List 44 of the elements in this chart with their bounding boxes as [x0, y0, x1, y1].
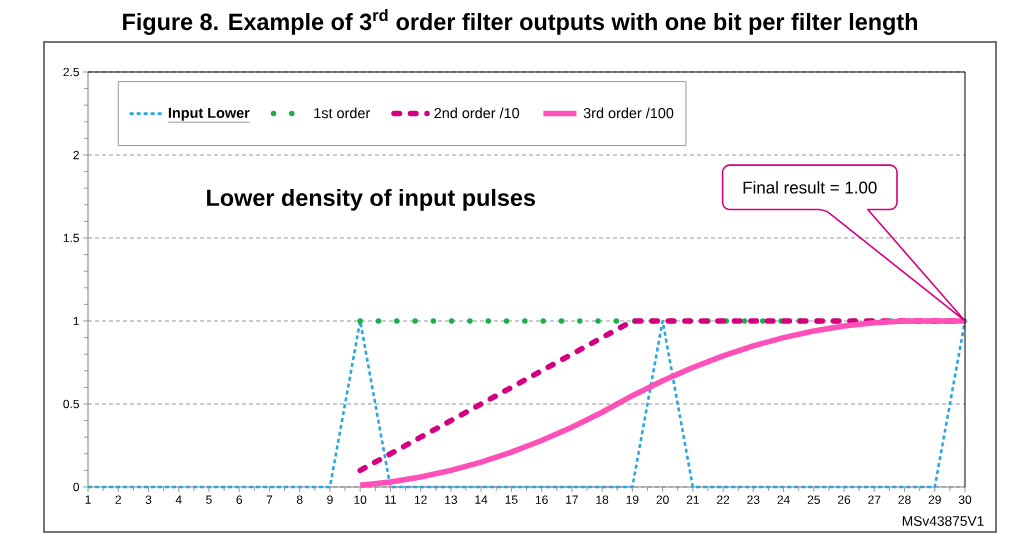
x-tick-label: 9 — [327, 495, 333, 504]
x-tick-label: 8 — [296, 495, 303, 504]
x-tick-label: 17 — [566, 495, 578, 504]
x-tick-label: 2 — [115, 495, 121, 504]
x-tick-label: 16 — [535, 495, 548, 504]
x-tick-label: 6 — [236, 495, 243, 504]
annotation: Final result = 1.00 — [743, 181, 877, 194]
x-tick-label: 22 — [717, 495, 730, 504]
x-tick-label: 23 — [747, 495, 760, 504]
x-tick-label: 27 — [868, 495, 881, 504]
y-tick-label: 1.5 — [63, 233, 79, 243]
x-tick-label: 14 — [475, 495, 488, 504]
x-tick-label: 26 — [837, 495, 851, 504]
y-tick-label: 1 — [73, 316, 79, 326]
x-tick-label: 10 — [354, 495, 367, 504]
x-tick-label: 25 — [807, 495, 820, 504]
x-tick-label: 13 — [445, 495, 458, 504]
y-tick-label: 0.5 — [63, 399, 79, 409]
x-tick-label: 20 — [656, 495, 669, 504]
annotation: Lower density of input pulses — [207, 188, 535, 211]
x-tick-label: 11 — [385, 495, 397, 504]
x-tick-label: 24 — [777, 495, 790, 504]
legend-label: 3rd order /100 — [583, 107, 674, 119]
x-tick-label: 4 — [175, 495, 182, 504]
y-tick-label: 2 — [73, 150, 79, 160]
x-tick-label: 21 — [686, 495, 699, 504]
legend-label: 1st order — [314, 107, 371, 119]
x-tick-label: 5 — [206, 495, 212, 504]
x-tick-label: 1 — [85, 495, 91, 504]
x-tick-label: 18 — [596, 495, 609, 504]
x-tick-label: 3 — [145, 495, 152, 504]
text: MSv43875V1 — [902, 516, 984, 526]
x-tick-label: 29 — [928, 495, 941, 504]
x-tick-label: 15 — [505, 495, 518, 504]
x-tick-label: 12 — [414, 495, 427, 504]
x-tick-label: 30 — [958, 495, 972, 504]
y-tick-label: 2.5 — [63, 67, 79, 77]
legend-label: 2nd order /10 — [434, 107, 520, 119]
x-tick-label: 7 — [266, 495, 273, 504]
chart-title: Figure 8. Example of 3$^{rd}$ order filter outputs with one bit per filter length — [123, 9, 918, 35]
x-tick-label: 19 — [626, 495, 639, 504]
y-tick-label: 0 — [73, 482, 80, 492]
x-tick-label: 28 — [898, 495, 911, 504]
legend-label: Input Lower — [168, 107, 250, 121]
